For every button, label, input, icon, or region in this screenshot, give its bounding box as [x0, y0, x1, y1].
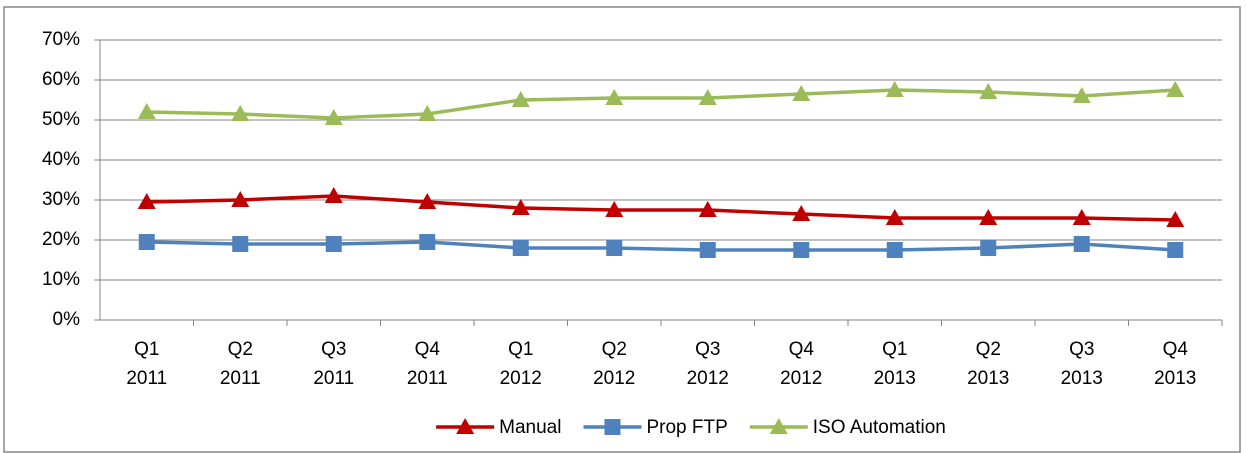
series-line [146, 194, 1176, 222]
marker [885, 209, 904, 225]
x-tick-label: Q1 2013 [874, 339, 916, 389]
marker [512, 240, 529, 256]
marker [698, 201, 717, 217]
marker [793, 242, 810, 258]
legend-item: Manual [436, 417, 561, 438]
marker [979, 83, 998, 99]
x-tick-label: Q2 2013 [967, 339, 1009, 389]
x-tick-label: Q3 2011 [313, 339, 354, 389]
marker [324, 187, 343, 203]
marker [1073, 236, 1090, 252]
marker [418, 193, 437, 209]
marker [886, 242, 903, 258]
legend-label: Prop FTP [646, 417, 727, 438]
legend-label: ISO Automation [813, 417, 946, 438]
legend-label: Manual [499, 417, 561, 438]
marker [137, 103, 156, 119]
marker [419, 234, 436, 250]
marker [324, 109, 343, 125]
marker [1166, 81, 1185, 97]
series-line [146, 240, 1176, 252]
marker [699, 242, 716, 258]
marker [605, 89, 624, 105]
marker [325, 236, 342, 252]
x-tick-label: Q4 2013 [1154, 339, 1196, 389]
marker [1072, 87, 1091, 103]
marker [418, 105, 437, 121]
chart-frame [3, 6, 1241, 453]
series-line [146, 88, 1176, 120]
y-tick-label: 60% [42, 69, 80, 90]
marker [511, 199, 530, 215]
x-tick-label: Q2 2011 [220, 339, 261, 389]
marker [1167, 242, 1184, 258]
marker [979, 209, 998, 225]
legend-item: Prop FTP [583, 417, 728, 438]
x-tick-label: Q3 2013 [1061, 339, 1103, 389]
legend: Manual Prop FTP ISO Automation [436, 417, 946, 438]
marker [137, 193, 156, 209]
x-tick-label: Q3 2012 [687, 339, 729, 389]
marker [606, 240, 623, 256]
marker [232, 236, 249, 252]
y-tick-label: 40% [42, 149, 80, 170]
x-tick-label: Q4 2012 [780, 339, 822, 389]
marker [231, 191, 250, 207]
marker [885, 81, 904, 97]
legend-marker [456, 418, 475, 434]
legend-marker [769, 418, 788, 434]
marker [980, 240, 997, 256]
y-tick-label: 20% [42, 229, 80, 250]
marker [792, 205, 811, 221]
marker [1072, 209, 1091, 225]
marker [605, 201, 624, 217]
y-tick-label: 30% [42, 189, 80, 210]
y-tick-label: 70% [42, 29, 80, 50]
marker [1166, 211, 1185, 227]
marker [231, 105, 250, 121]
legend-marker [604, 419, 621, 435]
legend-item: ISO Automation [749, 417, 946, 438]
marker [792, 85, 811, 101]
y-tick-label: 50% [42, 109, 80, 130]
marker [698, 89, 717, 105]
marker [511, 91, 530, 107]
y-tick-label: 0% [53, 309, 81, 330]
y-tick-label: 10% [42, 269, 80, 290]
x-tick-label: Q1 2011 [126, 339, 167, 389]
x-tick-label: Q4 2011 [407, 339, 448, 389]
x-tick-label: Q1 2012 [500, 339, 542, 389]
marker [138, 234, 155, 250]
x-tick-label: Q2 2012 [593, 339, 635, 389]
